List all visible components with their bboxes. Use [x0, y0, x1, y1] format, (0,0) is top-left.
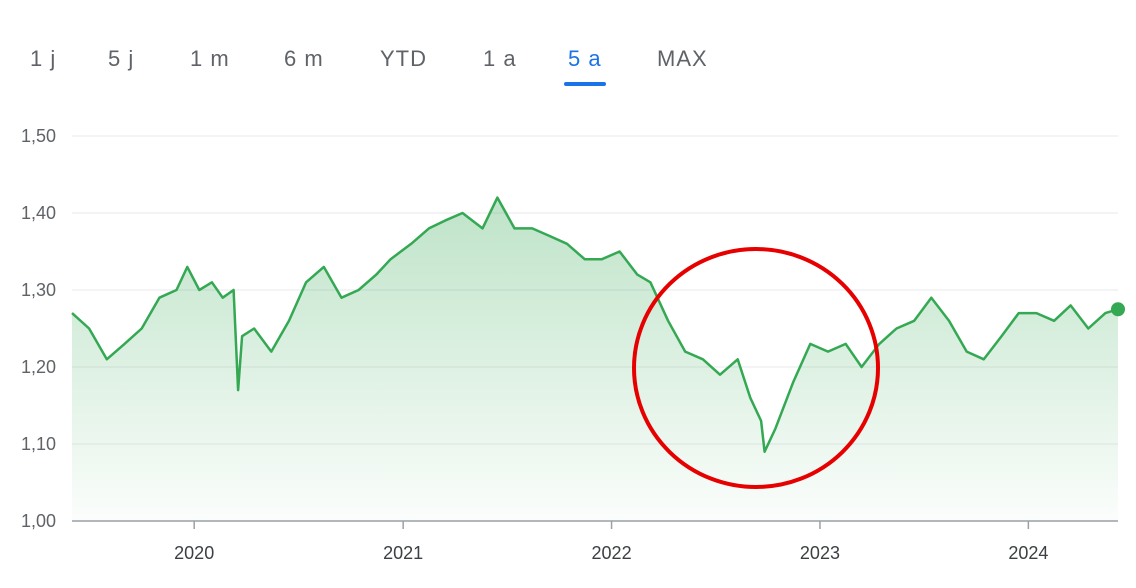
y-tick-label: 1,00 [21, 511, 56, 531]
x-tick-label: 2020 [174, 543, 214, 563]
tab-max[interactable]: MAX [657, 46, 708, 71]
tab-5-days[interactable]: 5 j [108, 46, 135, 71]
x-tick-label: 2024 [1008, 543, 1048, 563]
x-tick-label: 2023 [800, 543, 840, 563]
x-tick-label: 2021 [383, 543, 423, 563]
highlight-circle-annotation [632, 247, 880, 489]
last-price-dot[interactable] [1111, 302, 1125, 317]
y-tick-label: 1,10 [21, 434, 56, 454]
tab-1-day[interactable]: 1 j [30, 46, 57, 71]
y-tick-label: 1,50 [21, 126, 56, 146]
y-axis: 1,00 1,10 1,20 1,30 1,40 1,50 [21, 126, 56, 531]
tab-6-months[interactable]: 6 m [284, 46, 324, 71]
time-range-tabs: 1 j 5 j 1 m 6 m YTD 1 a 5 a MAX [0, 46, 760, 94]
tab-5-years[interactable]: 5 a [568, 46, 602, 71]
tab-ytd[interactable]: YTD [380, 46, 427, 71]
active-tab-underline [564, 82, 606, 86]
x-axis: 2020 2021 2022 2023 2024 [174, 521, 1048, 563]
y-tick-label: 1,40 [21, 203, 56, 223]
y-tick-label: 1,20 [21, 357, 56, 377]
price-line [71, 196, 1119, 453]
price-area-fill [72, 197, 1118, 521]
tab-1-month[interactable]: 1 m [190, 46, 230, 71]
y-tick-label: 1,30 [21, 280, 56, 300]
x-tick-label: 2022 [592, 543, 632, 563]
tab-1-year[interactable]: 1 a [483, 46, 517, 71]
